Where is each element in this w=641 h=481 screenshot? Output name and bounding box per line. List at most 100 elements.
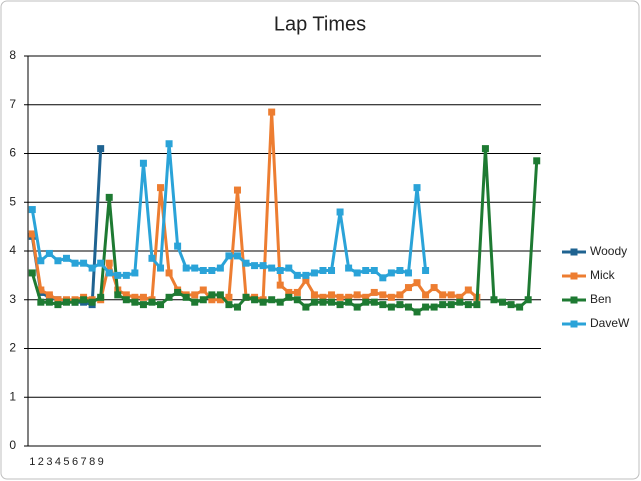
data-point: [336, 293, 344, 301]
data-point: [139, 293, 147, 301]
data-point: [422, 291, 430, 299]
data-point: [80, 259, 88, 267]
data-point: [37, 286, 45, 294]
data-point: [499, 298, 507, 306]
data-point: [54, 301, 62, 309]
data-point: [447, 301, 455, 309]
legend-marker: [570, 320, 578, 328]
data-point: [439, 301, 447, 309]
data-point: [345, 264, 353, 272]
data-point: [88, 298, 96, 306]
data-point: [456, 293, 464, 301]
data-point: [191, 291, 199, 299]
legend-label: Woody: [590, 244, 627, 258]
data-point: [396, 301, 404, 309]
data-point: [370, 267, 378, 274]
data-point: [516, 303, 524, 311]
data-point: [225, 293, 233, 301]
data-point: [157, 184, 165, 192]
data-point: [80, 296, 88, 304]
data-point: [413, 308, 421, 316]
data-point: [362, 267, 370, 274]
data-point: [404, 303, 412, 311]
data-point: [404, 269, 412, 277]
data-point: [216, 291, 224, 299]
x-tick-label: 2: [38, 456, 44, 468]
data-point: [139, 159, 147, 167]
data-point: [191, 264, 199, 272]
data-point: [251, 296, 259, 304]
y-tick-label: 5: [9, 194, 16, 208]
data-point: [97, 145, 105, 153]
data-point: [157, 264, 165, 272]
data-point: [293, 296, 301, 304]
data-point: [353, 303, 361, 311]
y-tick-label: 2: [9, 341, 16, 355]
data-point: [430, 284, 438, 292]
data-point: [396, 291, 404, 299]
data-point: [88, 264, 96, 272]
data-point: [199, 296, 207, 304]
data-point: [379, 301, 387, 309]
data-point: [276, 267, 284, 274]
data-point: [131, 269, 139, 277]
legend-marker: [570, 272, 578, 280]
y-tick-label: 7: [9, 97, 16, 111]
y-tick-label: 0: [9, 438, 16, 452]
x-tick-label: 7: [81, 456, 87, 468]
data-point: [105, 269, 113, 277]
data-point: [276, 298, 284, 306]
data-point: [396, 267, 404, 274]
data-point: [165, 269, 173, 277]
data-point: [336, 208, 344, 216]
y-tick-label: 1: [9, 389, 16, 403]
data-point: [456, 298, 464, 306]
data-point: [259, 298, 267, 306]
data-point: [105, 259, 113, 267]
data-point: [233, 186, 241, 194]
data-point: [165, 293, 173, 301]
data-point: [413, 184, 421, 192]
data-point: [182, 293, 190, 301]
data-point: [114, 291, 122, 299]
data-point: [268, 108, 276, 116]
data-point: [122, 291, 130, 299]
x-tick-label: 9: [98, 456, 104, 468]
data-point: [45, 298, 53, 306]
data-point: [533, 157, 541, 165]
data-point: [370, 298, 378, 306]
data-point: [353, 291, 361, 299]
data-point: [208, 291, 216, 299]
data-point: [62, 254, 70, 262]
legend-marker: [570, 296, 578, 304]
data-point: [310, 291, 318, 299]
legend-label: Mick: [590, 268, 616, 282]
data-point: [319, 267, 327, 274]
data-point: [362, 298, 370, 306]
data-point: [481, 145, 489, 153]
data-point: [464, 301, 472, 309]
data-point: [473, 301, 481, 309]
y-tick-label: 3: [9, 292, 16, 306]
data-point: [105, 193, 113, 201]
data-point: [310, 298, 318, 306]
data-point: [174, 288, 182, 296]
data-point: [285, 293, 293, 301]
data-point: [45, 249, 53, 257]
data-point: [242, 259, 250, 267]
x-tick-label: 5: [63, 456, 69, 468]
data-point: [191, 298, 199, 306]
data-point: [293, 288, 301, 296]
data-point: [268, 296, 276, 304]
data-point: [422, 267, 430, 274]
data-point: [328, 291, 336, 299]
data-point: [379, 291, 387, 299]
data-point: [328, 267, 336, 274]
data-point: [225, 252, 233, 260]
data-point: [242, 293, 250, 301]
data-point: [387, 269, 395, 277]
legend-label: Ben: [590, 292, 611, 306]
data-point: [353, 269, 361, 277]
data-point: [28, 230, 36, 238]
